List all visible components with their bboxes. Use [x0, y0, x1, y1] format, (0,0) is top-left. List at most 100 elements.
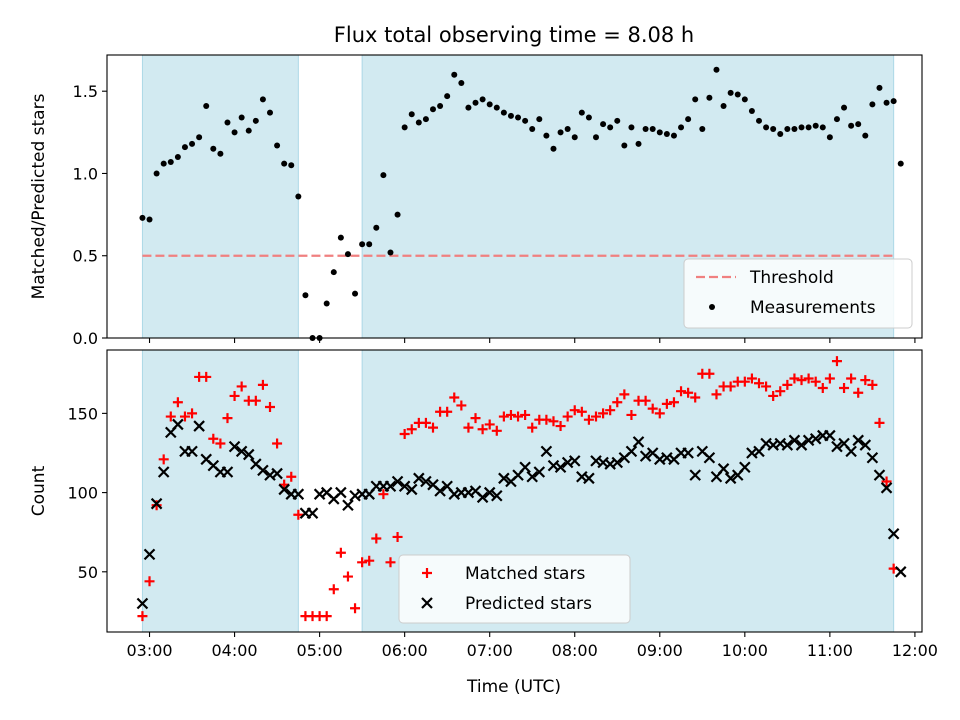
predicted-point	[519, 461, 531, 474]
measurement-point	[663, 130, 670, 137]
matched-point	[527, 422, 538, 433]
matched-point	[690, 392, 701, 403]
measurement-point	[394, 211, 401, 218]
y-tick-label: 0.5	[73, 247, 98, 266]
measurement-point	[770, 126, 777, 133]
predicted-point	[335, 486, 347, 499]
matched-point	[350, 603, 361, 614]
y-tick-label: 100	[67, 484, 98, 503]
y-tick-label: 1.5	[73, 82, 98, 101]
matched-point	[739, 376, 750, 387]
measurement-point	[543, 132, 550, 139]
predicted-point	[498, 472, 510, 485]
matched-point	[463, 422, 474, 433]
matched-point	[265, 402, 275, 413]
predicted-point	[859, 439, 872, 451]
measurement-point	[387, 249, 394, 256]
predicted-point	[568, 455, 581, 467]
measurement-point	[826, 134, 833, 141]
predicted-point	[420, 475, 432, 488]
matched-point	[470, 413, 481, 424]
matched-point	[867, 379, 878, 390]
measurement-point	[139, 214, 146, 221]
predicted-point	[186, 445, 198, 458]
matched-point	[378, 489, 389, 500]
matched-point	[661, 398, 672, 409]
measurement-point	[267, 109, 273, 116]
matched-point	[392, 531, 403, 542]
y-tick-label: 50	[78, 563, 98, 582]
matched-point	[371, 533, 382, 544]
measurement-point	[848, 122, 855, 129]
predicted-point	[150, 497, 163, 510]
predicted-point	[852, 434, 864, 447]
measurement-point	[415, 119, 422, 126]
matched-point	[839, 383, 850, 394]
predicted-point	[788, 434, 801, 447]
x-tick-label: 09:00	[637, 641, 683, 660]
matched-point	[761, 381, 772, 392]
predicted-point	[739, 461, 751, 474]
predicted-point	[391, 475, 404, 488]
matched-point	[222, 413, 233, 424]
predicted-point	[717, 463, 730, 475]
x-tick-label: 08:00	[552, 641, 598, 660]
matched-point	[420, 417, 431, 428]
matched-point	[165, 411, 176, 422]
measurement-point	[515, 114, 522, 121]
legend-bottom: Matched stars Predicted stars	[398, 554, 631, 624]
x-tick-label: 04:00	[212, 641, 258, 660]
matched-point	[548, 416, 559, 427]
matched-point	[746, 373, 757, 384]
measurement-point	[536, 116, 543, 123]
measurement-point	[564, 126, 571, 133]
matched-point	[477, 424, 488, 435]
measurement-point	[430, 106, 436, 113]
measurement-point	[323, 300, 330, 307]
measurement-point	[529, 126, 536, 133]
matched-point	[272, 438, 283, 449]
predicted-point	[724, 472, 737, 485]
matched-point	[612, 397, 623, 408]
axes-frame	[106, 349, 923, 633]
matched-point	[647, 403, 658, 414]
matched-point	[598, 408, 609, 419]
predicted-point	[278, 483, 290, 496]
predicted-point	[682, 447, 694, 459]
y-axis-label: Count	[29, 465, 49, 516]
predicted-point	[809, 432, 822, 445]
predicted-point	[689, 469, 701, 481]
legend-predicted-label: Predicted stars	[465, 594, 592, 614]
matched-point	[498, 411, 509, 422]
measurement-point	[869, 101, 876, 108]
measurement-point	[557, 129, 564, 136]
x-tick-label: 12:00	[892, 641, 938, 660]
measurement-point	[167, 158, 174, 165]
matched-point	[328, 584, 339, 595]
measurement-point	[437, 103, 444, 110]
measurement-point	[479, 96, 486, 103]
x-axis-label: Time (UTC)	[466, 677, 561, 697]
measurement-point	[281, 160, 288, 167]
matched-point	[824, 373, 835, 384]
matched-point	[683, 387, 694, 398]
predicted-point	[845, 445, 857, 458]
matched-point	[789, 373, 800, 384]
matched-point	[583, 414, 594, 425]
measurement-point	[507, 112, 514, 119]
predicted-point	[866, 451, 879, 464]
measurement-point	[245, 127, 252, 134]
matched-point	[250, 395, 261, 406]
predicted-point	[221, 466, 234, 478]
measurement-point	[855, 121, 862, 128]
matched-point	[158, 454, 169, 465]
x-tick-label: 05:00	[297, 641, 343, 660]
predicted-point	[781, 439, 794, 451]
matched-point	[591, 411, 601, 422]
measurement-point	[727, 89, 734, 96]
predicted-point	[306, 507, 319, 519]
measurement-point	[678, 124, 685, 131]
y-tick-label: 150	[67, 404, 98, 423]
matched-point	[668, 397, 679, 408]
measurement-point	[585, 114, 592, 121]
